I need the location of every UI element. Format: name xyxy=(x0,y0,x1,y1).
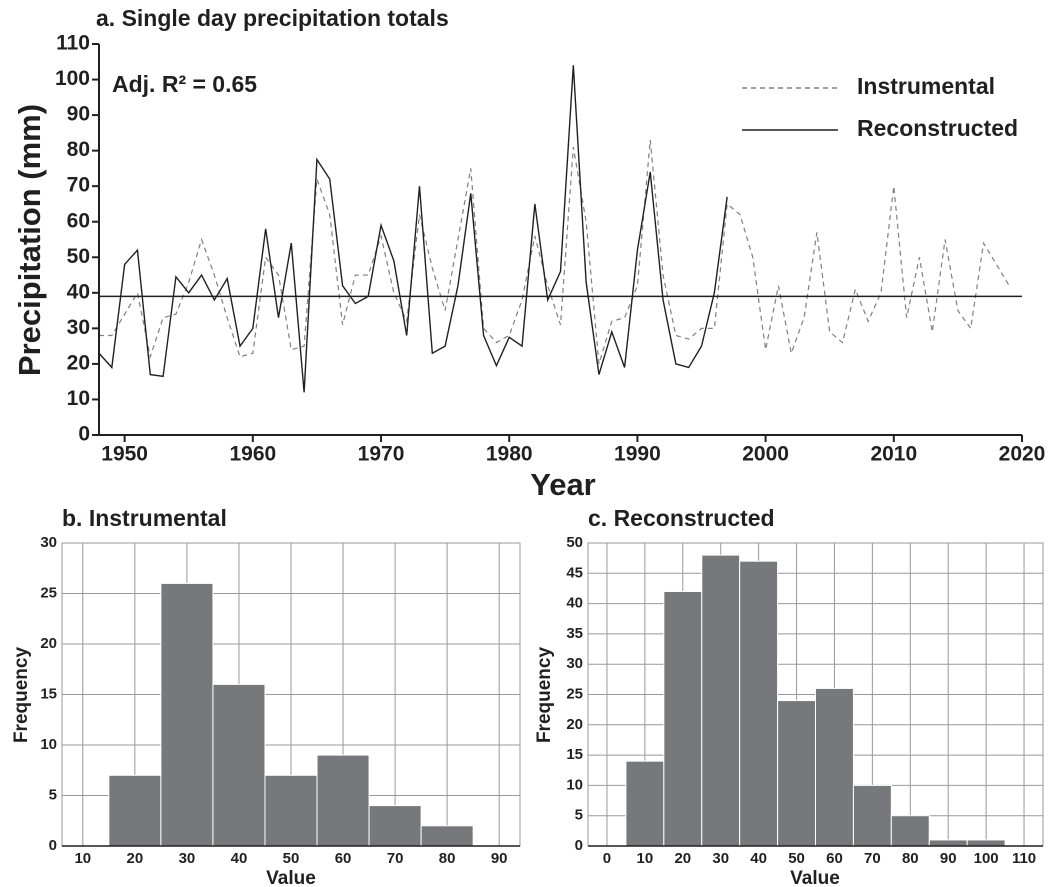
bar xyxy=(815,687,854,847)
y-tick-label: 10 xyxy=(566,776,583,793)
y-tick-label: 60 xyxy=(67,209,90,232)
x-tick-label: 50 xyxy=(788,850,805,867)
y-tick-label: 100 xyxy=(55,67,90,90)
x-tick-label: 90 xyxy=(491,850,508,867)
y-tick-label: 35 xyxy=(566,625,583,642)
x-tick-label: 2020 xyxy=(999,443,1046,466)
chart-title: c. Reconstructed xyxy=(588,505,775,531)
y-tick-label: 15 xyxy=(40,685,57,702)
y-tick-label: 20 xyxy=(566,716,583,733)
y-tick-label: 10 xyxy=(40,736,57,753)
y-tick-label: 70 xyxy=(67,174,90,197)
legend-label: Reconstructed xyxy=(857,115,1018,141)
x-tick-label: 2010 xyxy=(870,443,917,466)
x-tick-label: 80 xyxy=(902,850,919,867)
x-tick-label: 40 xyxy=(750,850,767,867)
y-tick-label: 90 xyxy=(67,103,90,126)
line xyxy=(99,139,1010,365)
bar xyxy=(625,760,665,847)
bar xyxy=(212,683,266,847)
chart-title: b. Instrumental xyxy=(62,505,227,531)
legend-label: Instrumental xyxy=(857,73,995,99)
x-tick-label: 10 xyxy=(74,850,91,867)
x-tick-label: 10 xyxy=(637,850,654,867)
bar xyxy=(966,839,1006,847)
y-tick-label: 25 xyxy=(40,584,57,601)
x-tick-label: 40 xyxy=(231,850,248,867)
x-tick-label: 90 xyxy=(940,850,957,867)
y-tick-label: 5 xyxy=(49,786,57,803)
y-tick-label: 10 xyxy=(67,387,90,410)
bar xyxy=(701,554,741,847)
y-tick-label: 50 xyxy=(67,245,90,268)
x-tick-label: 30 xyxy=(179,850,196,867)
y-tick-label: 25 xyxy=(566,685,583,702)
x-axis-label: Year xyxy=(530,467,596,502)
x-tick-label: 110 xyxy=(1012,850,1036,867)
bar xyxy=(368,805,422,847)
bar xyxy=(890,815,930,847)
bar xyxy=(852,784,892,847)
bar xyxy=(108,774,162,847)
y-tick-label: 40 xyxy=(67,280,90,303)
y-axis-label: Frequency xyxy=(534,647,555,744)
y-tick-label: 30 xyxy=(67,316,90,339)
x-tick-label: 2000 xyxy=(742,443,789,466)
x-tick-label: 1970 xyxy=(358,443,405,466)
x-axis-label: Value xyxy=(790,868,840,887)
y-tick-label: 110 xyxy=(56,32,90,55)
x-tick-label: 70 xyxy=(387,850,404,867)
y-tick-label: 15 xyxy=(566,746,583,763)
bar xyxy=(928,839,968,847)
x-axis-label: Value xyxy=(266,868,316,887)
x-tick-label: 0 xyxy=(603,850,611,867)
y-tick-label: 20 xyxy=(67,351,90,374)
x-tick-label: 1950 xyxy=(101,443,148,466)
y-tick-label: 0 xyxy=(78,423,90,446)
chart-title: a. Single day precipitation totals xyxy=(96,5,449,31)
x-tick-label: 100 xyxy=(974,850,999,867)
y-tick-label: 0 xyxy=(49,837,57,854)
x-tick-label: 1990 xyxy=(614,443,661,466)
annotation: Adj. R² = 0.65 xyxy=(112,71,257,97)
x-tick-label: 1960 xyxy=(229,443,276,466)
bar xyxy=(739,560,779,847)
x-tick-label: 50 xyxy=(283,850,300,867)
y-tick-label: 50 xyxy=(566,534,583,551)
x-tick-label: 20 xyxy=(674,850,691,867)
y-tick-label: 45 xyxy=(566,564,583,581)
y-tick-label: 40 xyxy=(566,595,583,612)
x-tick-label: 1980 xyxy=(486,443,533,466)
y-tick-label: 80 xyxy=(67,138,90,161)
bar xyxy=(420,825,474,847)
x-tick-label: 70 xyxy=(864,850,881,867)
y-tick-label: 30 xyxy=(40,534,57,551)
x-tick-label: 60 xyxy=(335,850,352,867)
y-tick-label: 30 xyxy=(566,655,583,672)
y-axis-label: Frequency xyxy=(11,647,32,744)
y-axis-label: Precipitation (mm) xyxy=(12,104,47,376)
line xyxy=(98,65,728,393)
y-tick-label: 5 xyxy=(575,807,583,824)
bar xyxy=(777,700,816,847)
x-tick-label: 60 xyxy=(826,850,843,867)
y-tick-label: 20 xyxy=(40,635,57,652)
x-tick-label: 80 xyxy=(439,850,456,867)
bar xyxy=(316,754,370,847)
bar xyxy=(160,582,214,847)
y-tick-label: 0 xyxy=(575,837,583,854)
bar xyxy=(264,774,318,847)
x-tick-label: 30 xyxy=(712,850,729,867)
x-tick-label: 20 xyxy=(127,850,144,867)
bar xyxy=(663,590,703,847)
